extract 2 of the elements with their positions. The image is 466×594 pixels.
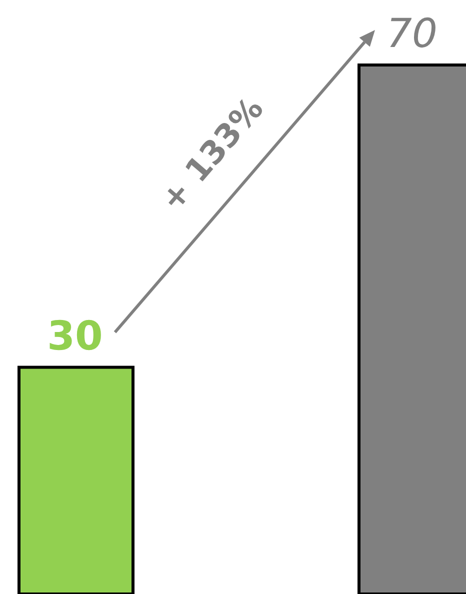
data-label: 70 [386, 11, 438, 57]
data-label: 30 [47, 313, 103, 360]
